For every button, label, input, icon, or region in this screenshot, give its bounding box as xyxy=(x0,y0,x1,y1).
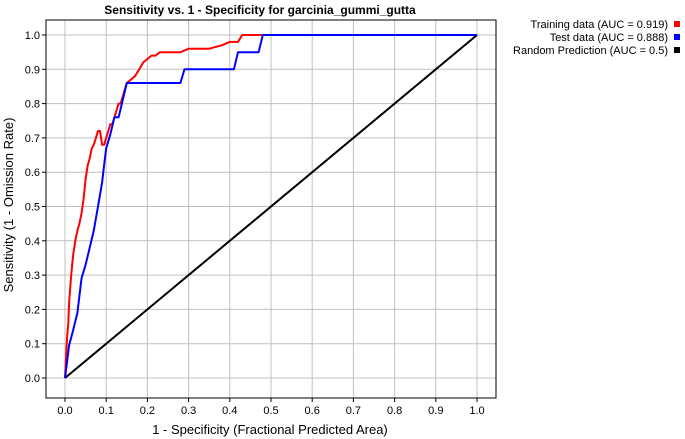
legend-swatch xyxy=(674,34,680,40)
x-tick-label: 0.3 xyxy=(181,405,196,417)
y-tick-label: 0.8 xyxy=(25,99,40,111)
series-line-1 xyxy=(64,34,477,379)
chart-title: Sensitivity vs. 1 - Specificity for garc… xyxy=(104,3,416,17)
x-tick-label: 0.9 xyxy=(428,405,443,417)
x-tick-label: 0.5 xyxy=(263,405,278,417)
y-tick-label: 0.3 xyxy=(25,270,40,282)
y-tick-label: 0.5 xyxy=(25,202,40,214)
series-lines xyxy=(64,34,478,379)
y-axis-title: Sensitivity (1 - Omission Rate) xyxy=(1,118,16,293)
y-tick-label: 0.2 xyxy=(25,304,40,316)
x-tick-label: 0.1 xyxy=(99,405,114,417)
series-line-0 xyxy=(64,34,477,379)
legend: Training data (AUC = 0.919)Test data (AU… xyxy=(513,19,680,57)
legend-label: Random Prediction (AUC = 0.5) xyxy=(513,45,668,57)
y-tick-label: 0.0 xyxy=(25,373,40,385)
y-tick-label: 1.0 xyxy=(25,30,40,42)
y-tick-label: 0.4 xyxy=(25,236,40,248)
x-tick-label: 1.0 xyxy=(469,405,484,417)
y-tick-label: 0.7 xyxy=(25,133,40,145)
x-tick-label: 0.0 xyxy=(57,405,72,417)
y-tick-label: 0.9 xyxy=(25,64,40,76)
legend-label: Test data (AUC = 0.888) xyxy=(550,32,668,44)
x-axis-title: 1 - Specificity (Fractional Predicted Ar… xyxy=(152,422,388,437)
x-tick-label: 0.8 xyxy=(387,405,402,417)
x-tick-label: 0.4 xyxy=(222,405,237,417)
axis-ticks: 0.0 0.1 0.2 0.3 0.4 0.5 0.6 0.7 0.8 0.9 1.0 0.0 0.1 0… xyxy=(25,30,485,417)
x-tick-label: 0.7 xyxy=(346,405,361,417)
legend-swatch xyxy=(674,47,680,53)
legend-swatch xyxy=(674,21,680,27)
series-line-2 xyxy=(64,34,478,379)
x-tick-label: 0.6 xyxy=(305,405,320,417)
y-tick-label: 0.6 xyxy=(25,167,40,179)
x-tick-label: 0.2 xyxy=(140,405,155,417)
y-tick-label: 0.1 xyxy=(25,339,40,351)
legend-label: Training data (AUC = 0.919) xyxy=(531,19,668,31)
